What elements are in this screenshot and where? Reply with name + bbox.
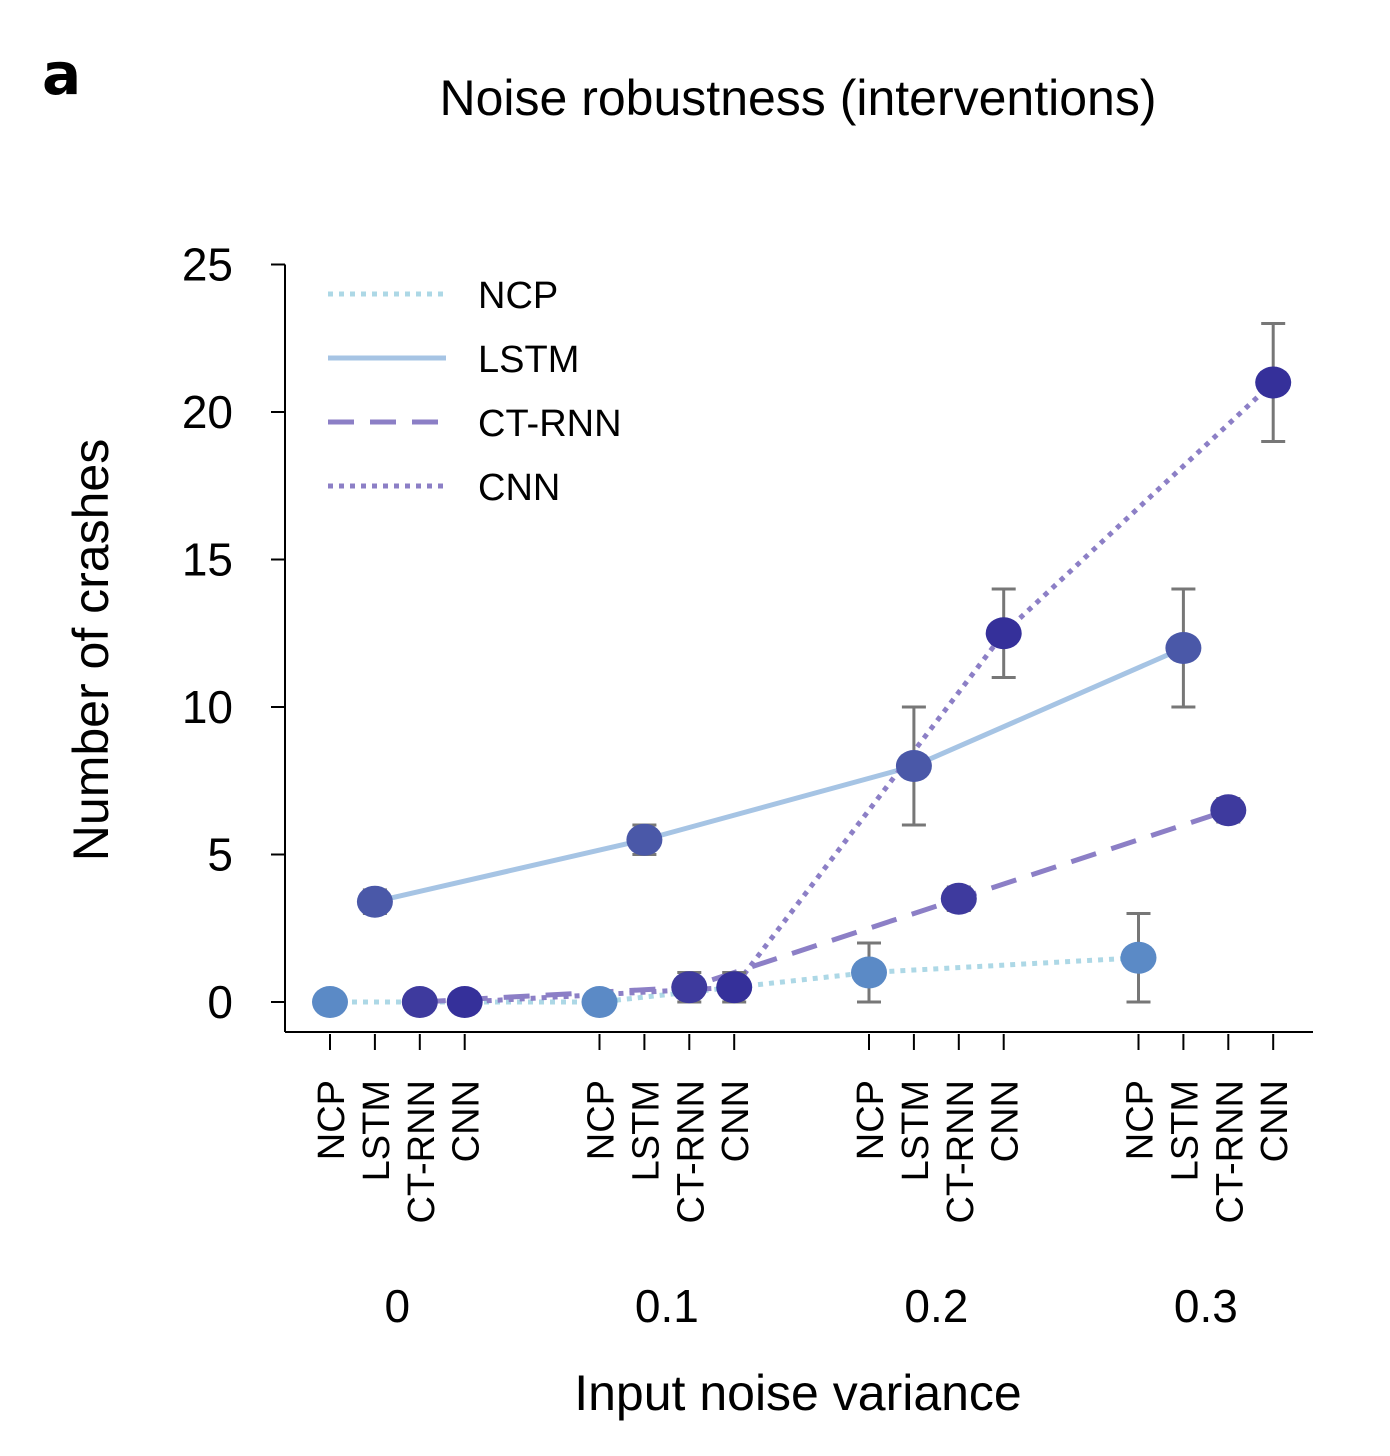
data-point-ncp: [581, 986, 618, 1018]
x-tick-label: CNN: [715, 1080, 757, 1162]
x-tick-label: LSTM: [895, 1080, 937, 1181]
data-point-ct-rnn: [671, 971, 708, 1004]
x-tick-label: NCP: [1120, 1080, 1162, 1160]
data-markers: [312, 366, 1292, 1018]
series-line-ct-rnn: [419, 807, 1230, 1005]
x-tick-label: CNN: [985, 1080, 1027, 1162]
group-label: 0.2: [904, 1280, 968, 1332]
legend-label-ncp: NCP: [478, 275, 558, 317]
series-lines: [330, 380, 1275, 1005]
x-tick-label: LSTM: [356, 1080, 398, 1181]
x-tick-label: NCP: [850, 1080, 892, 1160]
x-tick-label: CT-RNN: [401, 1080, 443, 1224]
group-label: 0.3: [1174, 1280, 1238, 1332]
data-point-ncp: [312, 986, 348, 1018]
x-tick-label: CT-RNN: [1209, 1080, 1251, 1224]
y-tick-label: 0: [207, 976, 233, 1028]
x-tick-label: LSTM: [1164, 1080, 1206, 1181]
data-point-cnn: [716, 971, 753, 1004]
legend-label-ct-rnn: CT-RNN: [478, 403, 622, 445]
axes: 0 5 10 15 20 25: [182, 239, 1313, 1050]
x-tick-label: CT-RNN: [940, 1080, 982, 1224]
data-point-ncp: [851, 956, 887, 989]
x-tick-label: NCP: [311, 1080, 353, 1160]
chart-title: Noise robustness (interventions): [440, 70, 1157, 126]
x-tick-label: LSTM: [625, 1080, 667, 1181]
y-tick-label: 15: [182, 534, 233, 586]
x-tick-label: CT-RNN: [670, 1080, 712, 1224]
group-label: 0: [385, 1280, 411, 1332]
data-point-lstm: [1165, 632, 1202, 664]
x-tick-label: CNN: [1254, 1080, 1296, 1162]
x-axis-label: Input noise variance: [574, 1365, 1022, 1421]
legend: NCP LSTM CT-RNN CNN: [328, 275, 622, 509]
series-line-lstm: [374, 645, 1185, 905]
data-point-ct-rnn: [940, 882, 977, 915]
group-label: 0.1: [635, 1280, 699, 1332]
series-line-cnn: [464, 380, 1275, 1005]
data-point-lstm: [356, 885, 393, 918]
data-point-lstm: [626, 823, 663, 856]
x-tick-label: NCP: [581, 1080, 623, 1160]
data-point-lstm: [895, 750, 932, 782]
data-point-ct-rnn: [401, 986, 438, 1018]
legend-label-lstm: LSTM: [478, 339, 579, 381]
data-point-ct-rnn: [1210, 794, 1247, 827]
data-point-cnn: [1255, 366, 1292, 399]
y-tick-label: 10: [182, 681, 233, 733]
legend-label-cnn: CNN: [478, 467, 560, 509]
data-point-cnn: [446, 986, 483, 1018]
data-point-cnn: [985, 617, 1022, 650]
data-point-ncp: [1120, 941, 1157, 974]
panel-label: a: [42, 40, 81, 108]
y-axis-label: Number of crashes: [63, 439, 119, 861]
y-tick-label: 20: [182, 386, 233, 438]
y-tick-label: 25: [182, 239, 233, 291]
y-tick-label: 5: [207, 829, 233, 881]
x-tick-label: CNN: [446, 1080, 488, 1162]
